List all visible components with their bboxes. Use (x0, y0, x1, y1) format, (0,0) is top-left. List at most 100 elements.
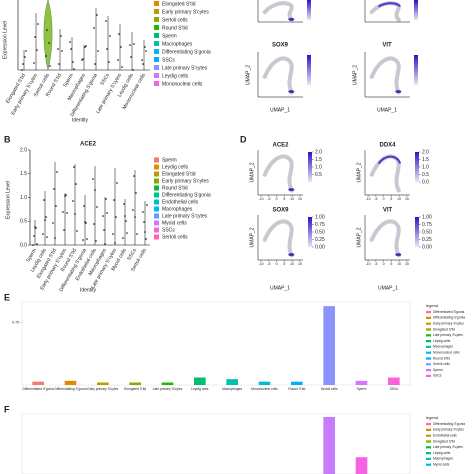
umap-expression (377, 2, 402, 8)
x-tick-label: 10 (290, 197, 294, 201)
scale-label: 0.50 (315, 229, 325, 235)
cell-dot (96, 14, 98, 16)
cell-dot (65, 194, 67, 196)
cell-dot (74, 213, 76, 215)
gene-title: DDX4 (379, 143, 396, 149)
legend-label: Leydig cells (162, 73, 189, 79)
legend-swatch (426, 363, 431, 366)
legend-label: SSCs (162, 57, 175, 63)
legend-swatch (154, 234, 159, 240)
legend-swatch (426, 340, 431, 343)
color-bar (308, 217, 312, 247)
legend-swatch (154, 41, 159, 46)
scale-label: 0.75 (315, 222, 325, 228)
cell-dot (49, 65, 51, 67)
cell-dot (109, 35, 111, 37)
y-tick-label: 1.5 (20, 171, 27, 177)
scale-label: 0.25 (422, 237, 432, 243)
legend-label: Early primary S'cytes (162, 9, 209, 15)
legend-label: Myoid cells (433, 462, 450, 466)
x-tick-label: 0 (276, 262, 278, 266)
legend-swatch (154, 178, 159, 184)
x-tick-label: Sertoli cells (321, 387, 338, 391)
cell-dot (57, 48, 59, 50)
x-tick-label: 0 (383, 262, 385, 266)
legend-label: Late primary S'cytes (162, 213, 208, 219)
violin (43, 0, 53, 71)
x-tick-label: Leydig cells (191, 387, 209, 391)
x-tick-label: Round S'tid (288, 387, 305, 391)
umap-expression (377, 155, 402, 165)
x-tick-label: -10 (259, 197, 264, 201)
legend-label: Early primary S'cytes (433, 321, 464, 325)
cell-dot (53, 188, 55, 190)
cell-dot (121, 66, 123, 68)
cell-dot (93, 27, 95, 29)
legend-swatch (154, 1, 159, 6)
x-tick-label: 5 (390, 262, 392, 266)
legend-label: Sperm (433, 368, 443, 372)
legend-swatch (154, 81, 159, 86)
cell-dot (84, 46, 86, 48)
cell-dot (25, 50, 27, 52)
cell-dot (103, 229, 105, 231)
legend-label: Elongated S'tid (433, 327, 455, 331)
cell-dot (136, 233, 138, 235)
umap-cells (262, 1, 294, 22)
legend-label: Late primary S'cytes (162, 65, 208, 71)
x-axis-label: UMAP_1 (270, 107, 290, 113)
legend-label: Leydig cells (433, 451, 451, 455)
y-axis-label: UMAP_2 (249, 162, 255, 182)
legend-label: Sertoli cells (162, 17, 188, 23)
gene-title: VIT (383, 208, 393, 214)
bar (194, 377, 206, 385)
cell-dot (102, 215, 104, 217)
y-axis-label: UMAP_2 (356, 227, 362, 247)
umap-expression (288, 188, 295, 192)
cell-dot (142, 63, 144, 65)
cell-dot (133, 43, 135, 45)
x-tick-label: 0 (383, 197, 385, 201)
cell-dot (135, 192, 137, 194)
umap-cells (262, 56, 294, 95)
legend-swatch (426, 369, 431, 372)
panel-letter: B (4, 134, 11, 144)
y-axis-label: Expression Level (5, 181, 11, 219)
scale-label: 0.0 (422, 179, 429, 185)
cell-dot (62, 211, 64, 213)
umap-cells (369, 154, 401, 193)
panel-letter: F (4, 404, 10, 414)
cell-dot (22, 63, 24, 65)
bar (97, 382, 109, 385)
legend-label: SSCs (162, 227, 175, 233)
y-tick-label: 0.5 (20, 219, 27, 225)
cell-dot (42, 233, 44, 235)
legend-swatch (154, 213, 159, 219)
legend-label: Sperm (162, 33, 177, 39)
bar (258, 381, 271, 385)
legend-label: Macrophages (433, 345, 453, 349)
cell-dot (36, 49, 38, 51)
cell-dot (144, 46, 146, 48)
cell-dot (105, 20, 107, 22)
umap-expression (395, 253, 402, 257)
cell-dot (85, 45, 87, 47)
color-bar (307, 55, 311, 85)
legend-swatch (154, 206, 159, 212)
cell-dot (129, 44, 131, 46)
umap-expression (288, 253, 295, 257)
x-tick-label: 10 (290, 262, 294, 266)
legend-label: Leydig cells (433, 339, 451, 343)
x-tick-label: -10 (259, 262, 264, 266)
cell-dot (63, 229, 65, 231)
cell-dot (64, 195, 66, 197)
bar (129, 382, 141, 385)
bar (226, 379, 238, 385)
legend-swatch (426, 423, 431, 426)
cell-dot (56, 171, 58, 173)
legend-label: Early primary S'cytes (433, 428, 464, 432)
umap-expression (288, 90, 295, 94)
umap-cells (369, 1, 401, 22)
cell-dot (122, 237, 124, 239)
